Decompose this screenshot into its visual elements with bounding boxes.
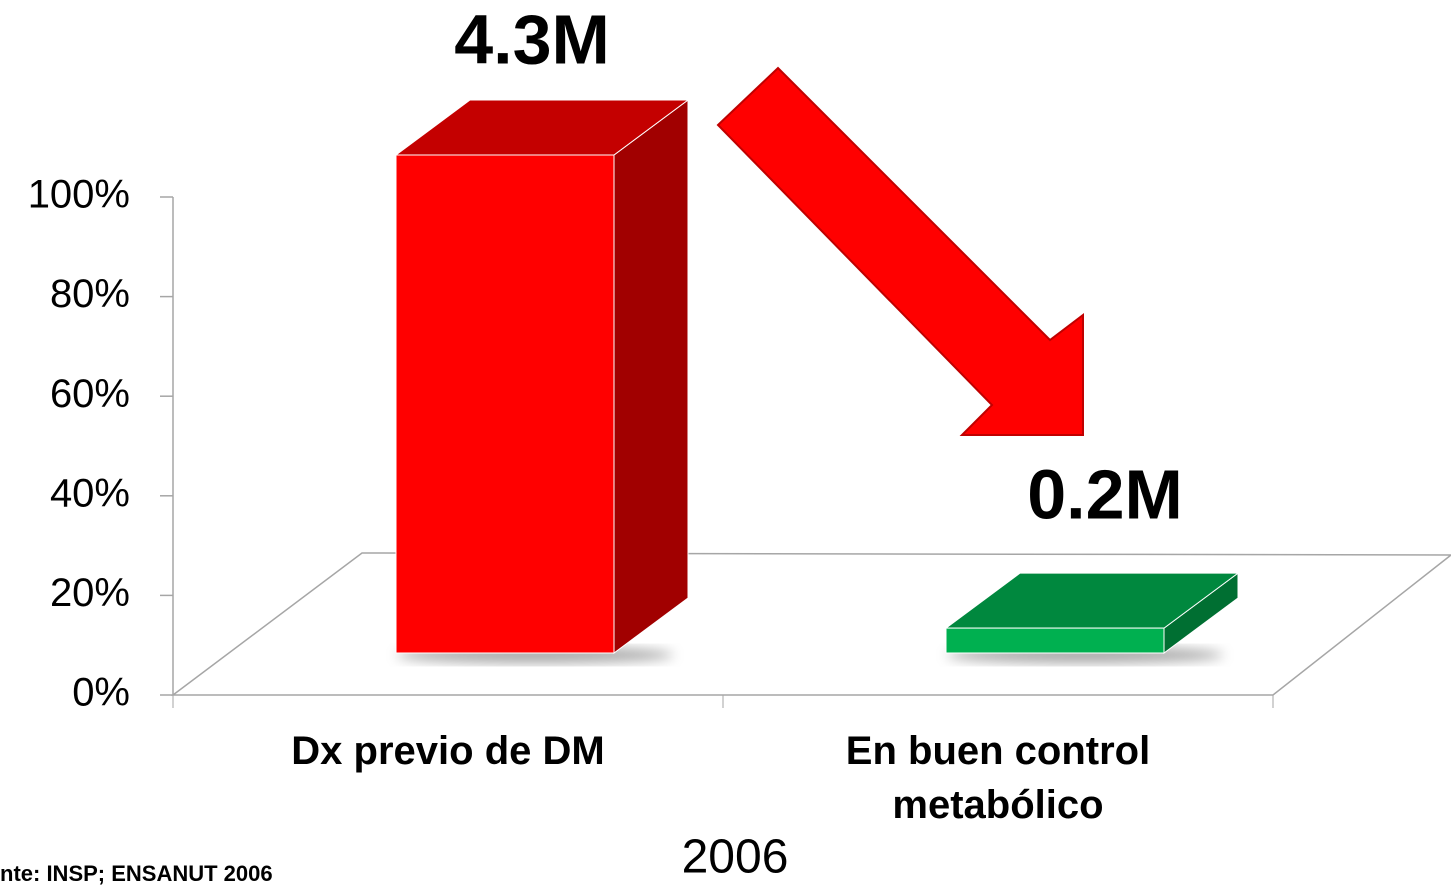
y-tick-label: 80% xyxy=(50,272,130,316)
bar-side xyxy=(613,99,689,654)
bars xyxy=(394,99,1240,663)
y-tick-label: 0% xyxy=(72,671,130,715)
y-tick-label: 20% xyxy=(50,571,130,615)
arrow xyxy=(716,66,1084,436)
floor xyxy=(170,552,1451,696)
x-axis-label: 2006 xyxy=(682,831,789,884)
x-tick-label: Dx previo de DM xyxy=(291,729,605,773)
y-tick-label: 100% xyxy=(28,173,130,217)
bar xyxy=(945,627,1165,654)
x-tick-label: En buen control metabólico xyxy=(845,729,1151,827)
source-note: nte: INSP; ENSANUT 2006 xyxy=(0,861,273,885)
y-tick-label: 40% xyxy=(50,471,130,515)
annotation: 0.2M xyxy=(1027,455,1183,533)
bar xyxy=(395,154,615,654)
annotation: 4.3M xyxy=(454,0,610,78)
y-tick-label: 60% xyxy=(50,372,130,416)
